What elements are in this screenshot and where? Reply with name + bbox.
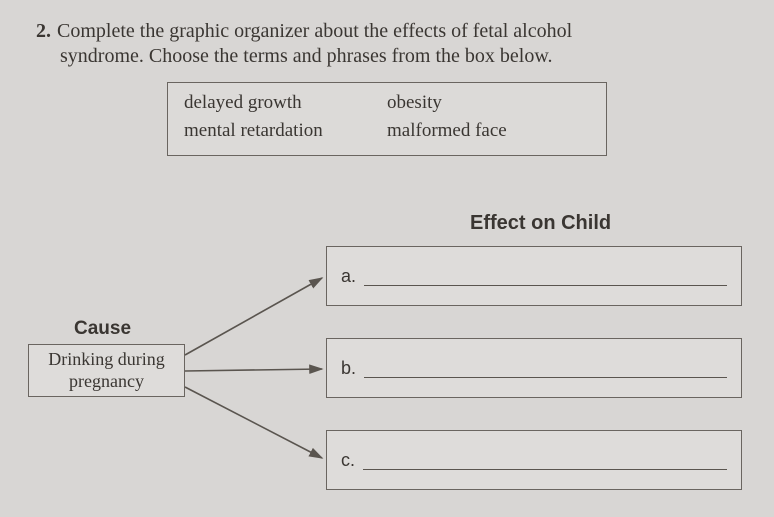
effect-letter-c: c. xyxy=(341,450,355,471)
effect-letter-a: a. xyxy=(341,266,356,287)
question-text-1: Complete the graphic organizer about the… xyxy=(57,20,572,42)
effect-on-child-heading: Effect on Child xyxy=(470,212,611,235)
arrow-to-b xyxy=(185,369,322,371)
cause-heading: Cause xyxy=(74,318,131,340)
question-line-1: 2. Complete the graphic organizer about t… xyxy=(36,20,738,43)
term-delayed-growth: delayed growth xyxy=(184,89,387,117)
cause-box: Drinking during pregnancy xyxy=(28,344,185,397)
word-row-2: mental retardation malformed face xyxy=(184,117,590,145)
question-text-2: syndrome. Choose the terms and phrases f… xyxy=(60,45,738,68)
term-mental-retardation: mental retardation xyxy=(184,117,387,145)
term-malformed-face: malformed face xyxy=(387,117,590,145)
effect-box-c: c. xyxy=(326,430,742,490)
blank-line-c[interactable] xyxy=(363,469,727,470)
question-number: 2. xyxy=(36,20,51,42)
blank-line-a[interactable] xyxy=(364,285,727,286)
word-row-1: delayed growth obesity xyxy=(184,89,590,117)
blank-line-b[interactable] xyxy=(364,377,727,378)
arrow-to-c xyxy=(185,387,322,458)
arrow-to-a xyxy=(185,278,322,355)
word-bank-box: delayed growth obesity mental retardatio… xyxy=(167,82,607,156)
effect-box-a: a. xyxy=(326,246,742,306)
effect-letter-b: b. xyxy=(341,358,356,379)
term-obesity: obesity xyxy=(387,89,590,117)
effect-box-b: b. xyxy=(326,338,742,398)
